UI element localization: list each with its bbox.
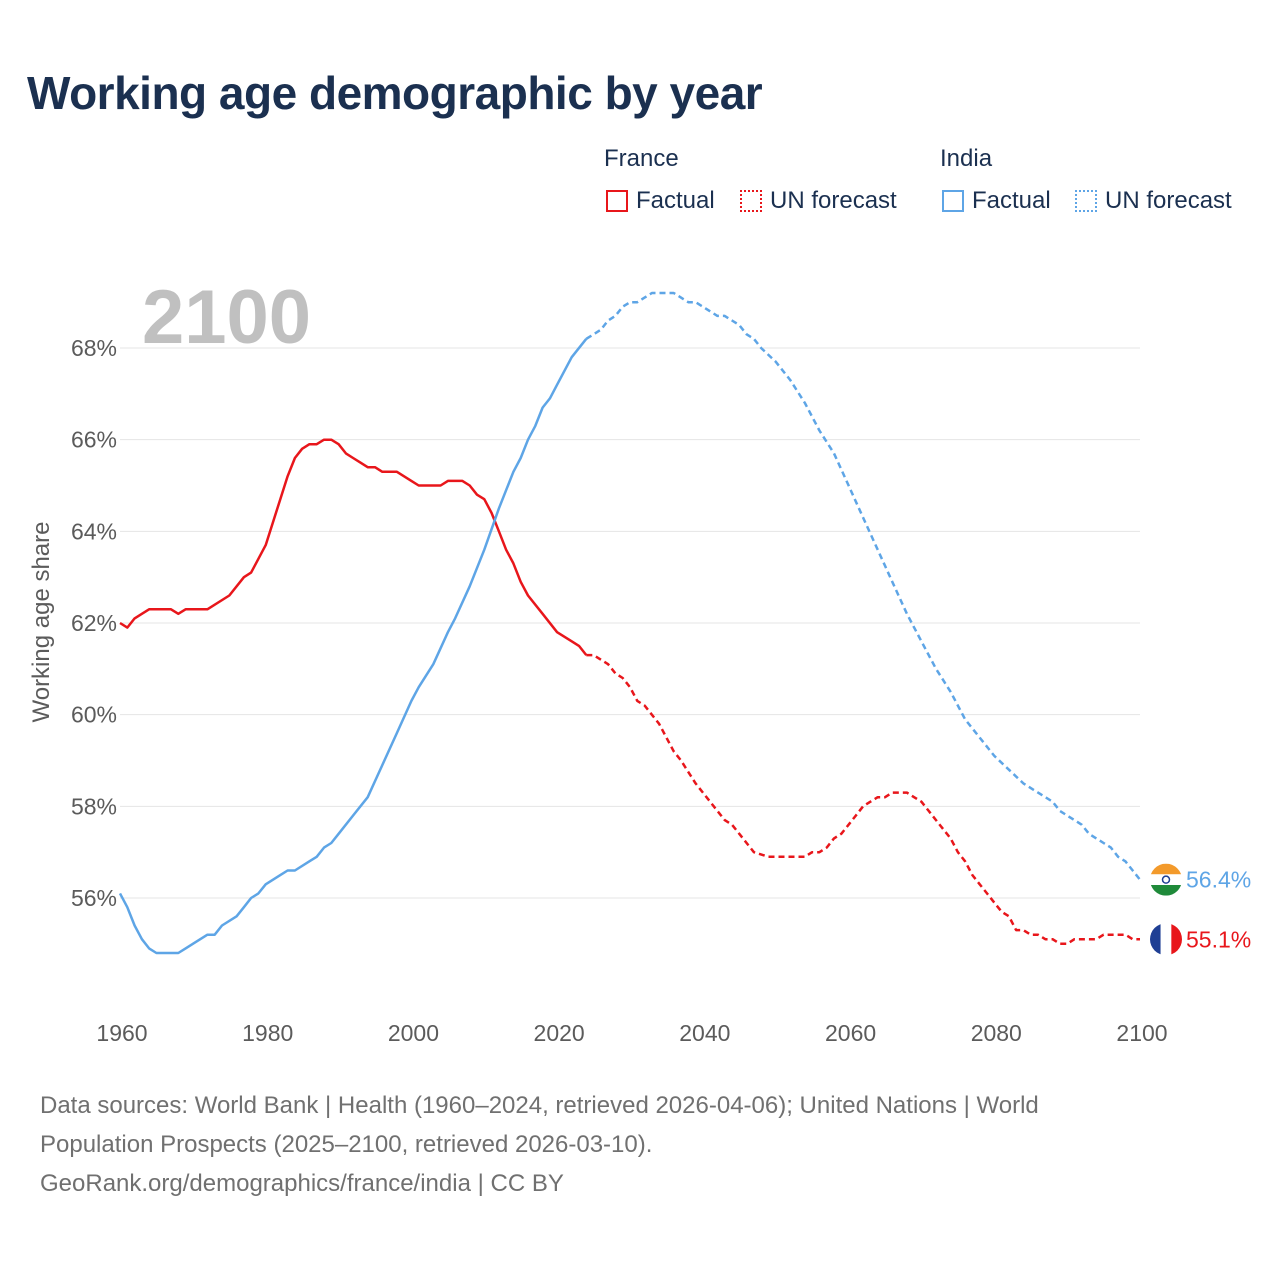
legend-label-france-forecast: UN forecast (770, 187, 897, 214)
footer-sources: Data sources: World Bank | Health (1960–… (40, 1086, 1200, 1203)
legend-swatch-france-forecast (740, 190, 762, 212)
india-flag-icon (1150, 863, 1182, 896)
end-value-india: 56.4% (1186, 867, 1251, 893)
y-tick-label: 66% (71, 427, 117, 453)
legend-swatch-india-forecast (1075, 190, 1097, 212)
legend-france-factual[interactable]: Factual (606, 187, 715, 215)
legend-france-forecast[interactable]: UN forecast (740, 187, 897, 215)
x-tick-label: 2040 (679, 1020, 730, 1046)
x-tick-label: 2000 (388, 1020, 439, 1046)
x-tick-label: 2060 (825, 1020, 876, 1046)
y-tick-label: 58% (71, 793, 117, 819)
legend-label-india-factual: Factual (972, 187, 1051, 214)
footer-line-1: Data sources: World Bank | Health (1960–… (40, 1092, 1039, 1119)
y-tick-label: 64% (71, 518, 117, 544)
y-tick-label: 56% (71, 885, 117, 911)
line-france-forecast[interactable] (586, 653, 1140, 946)
x-tick-label: 1980 (242, 1020, 293, 1046)
x-tick-label: 2100 (1116, 1020, 1167, 1046)
end-value-france: 55.1% (1186, 926, 1251, 952)
y-tick-label: 60% (71, 702, 117, 728)
y-tick-label: 62% (71, 610, 117, 636)
line-india-factual[interactable] (118, 338, 588, 955)
france-flag-icon (1150, 923, 1182, 956)
legend-swatch-france-factual (606, 190, 628, 212)
x-tick-label: 2020 (534, 1020, 585, 1046)
legend-label-france-factual: Factual (636, 187, 715, 214)
line-india-forecast[interactable] (585, 291, 1141, 881)
legend-swatch-india-factual (942, 190, 964, 212)
current-year-label: 2100 (142, 275, 311, 360)
legend-india-factual[interactable]: Factual (942, 187, 1051, 215)
legend-group-india: India (940, 145, 993, 172)
footer-line-3[interactable]: GeoRank.org/demographics/france/india | … (40, 1170, 564, 1197)
legend-label-india-forecast: UN forecast (1105, 187, 1232, 214)
x-tick-label: 2080 (971, 1020, 1022, 1046)
x-tick-label: 1960 (96, 1020, 147, 1046)
line-france-factual[interactable] (119, 438, 588, 656)
footer-line-2: Population Prospects (2025–2100, retriev… (40, 1131, 653, 1158)
legend-india-forecast[interactable]: UN forecast (1075, 187, 1232, 215)
y-tick-label: 68% (71, 335, 117, 361)
legend-group-france: France (604, 145, 679, 172)
chart-title: Working age demographic by year (27, 67, 763, 119)
